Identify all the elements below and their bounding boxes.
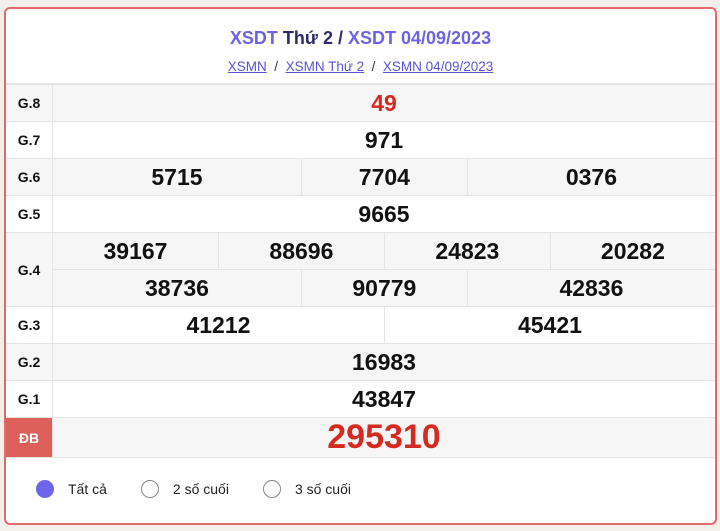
row-g4: G.4 39167 88696 24823 20282 bbox=[6, 232, 715, 307]
filter-all[interactable]: Tất cả bbox=[36, 480, 107, 498]
header: XSDT Thứ 2 / XSDT 04/09/2023 XSMN / XSMN… bbox=[6, 9, 715, 84]
row-g1: G.1 43847 bbox=[6, 380, 715, 418]
filter-label: 3 số cuối bbox=[294, 481, 351, 497]
row-g2: G.2 16983 bbox=[6, 343, 715, 381]
prize-number: 971 bbox=[52, 121, 715, 159]
filter-last-3[interactable]: 3 số cuối bbox=[262, 480, 351, 498]
breadcrumb-xsmn-day[interactable]: XSMN Thứ 2 bbox=[285, 59, 365, 74]
breadcrumb: XSMN / XSMN Thứ 2 / XSMN 04/09/2023 bbox=[6, 59, 715, 74]
page-title: XSDT Thứ 2 / XSDT 04/09/2023 bbox=[6, 9, 715, 49]
prize-number: 5715 bbox=[52, 158, 302, 196]
special-prize-number: 295310 bbox=[52, 417, 715, 458]
prize-number: 88696 bbox=[217, 232, 385, 270]
radio-selected-icon[interactable] bbox=[36, 480, 54, 498]
prize-label: G.6 bbox=[6, 158, 53, 196]
filter-label: 2 số cuối bbox=[172, 481, 229, 497]
prize-label: G.1 bbox=[6, 380, 53, 418]
row-g8: G.8 49 bbox=[6, 84, 715, 122]
prize-number: 43847 bbox=[52, 380, 715, 418]
title-separator: / bbox=[332, 28, 348, 48]
breadcrumb-xsmn[interactable]: XSMN bbox=[227, 59, 267, 74]
prize-label: G.5 bbox=[6, 195, 53, 233]
breadcrumb-xsmn-date[interactable]: XSMN 04/09/2023 bbox=[382, 59, 494, 74]
prize-number: 9665 bbox=[52, 195, 715, 233]
results-table: G.8 49 G.7 971 G.6 5715 7704 0376 G.5 9665 G.4… bbox=[6, 84, 715, 458]
prize-label: G.3 bbox=[6, 306, 53, 344]
prize-number: 41212 bbox=[52, 306, 385, 344]
prize-number: 24823 bbox=[383, 232, 551, 270]
radio-icon[interactable] bbox=[140, 480, 159, 498]
row-g6: G.6 5715 7704 0376 bbox=[6, 158, 715, 196]
results-card: XSDT Thứ 2 / XSDT 04/09/2023 XSMN / XSMN… bbox=[4, 7, 717, 525]
title-link-date[interactable]: XSDT 04/09/2023 bbox=[347, 28, 492, 48]
prize-number: 45421 bbox=[383, 306, 715, 344]
prize-number: 39167 bbox=[52, 232, 219, 270]
row-g7: G.7 971 bbox=[6, 121, 715, 159]
breadcrumb-sep: / bbox=[371, 59, 376, 74]
prize-number: 42836 bbox=[466, 269, 715, 307]
filter-last-2[interactable]: 2 số cuối bbox=[140, 480, 229, 498]
title-day: Thứ 2 bbox=[282, 28, 333, 48]
radio-icon[interactable] bbox=[262, 480, 281, 498]
title-link-day[interactable]: XSDT bbox=[229, 28, 278, 48]
row-g3: G.3 41212 45421 bbox=[6, 306, 715, 344]
prize-label: ĐB bbox=[6, 417, 53, 458]
filter-label: Tất cả bbox=[68, 481, 107, 497]
prize-number: 7704 bbox=[300, 158, 468, 196]
prize-label: G.4 bbox=[6, 232, 53, 307]
prize-number: 0376 bbox=[466, 158, 715, 196]
digit-filter: Tất cả 2 số cuối 3 số cuối bbox=[6, 458, 715, 520]
prize-label: G.8 bbox=[6, 84, 53, 122]
prize-number: 20282 bbox=[549, 232, 715, 270]
prize-number: 38736 bbox=[52, 269, 302, 307]
prize-label: G.2 bbox=[6, 343, 53, 381]
row-db: ĐB 295310 bbox=[6, 417, 715, 458]
prize-number: 49 bbox=[52, 84, 715, 122]
prize-label: G.7 bbox=[6, 121, 53, 159]
breadcrumb-sep: / bbox=[274, 59, 279, 74]
row-g4b: 38736 90779 42836 bbox=[6, 269, 715, 307]
row-g5: G.5 9665 bbox=[6, 195, 715, 233]
prize-number: 16983 bbox=[52, 343, 715, 381]
prize-number: 90779 bbox=[300, 269, 468, 307]
